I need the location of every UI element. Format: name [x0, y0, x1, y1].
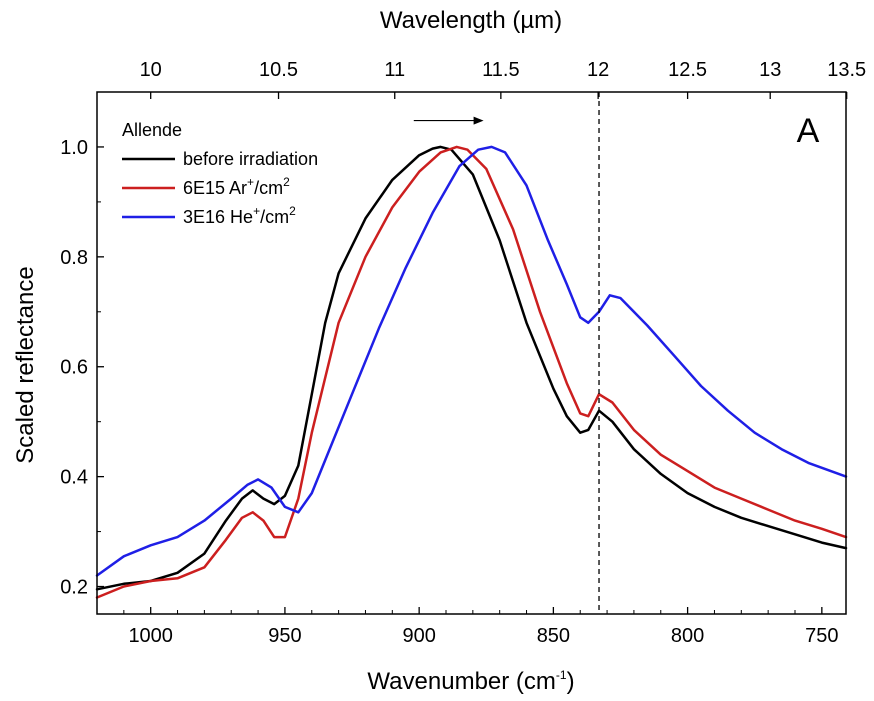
panel-label: A [797, 112, 820, 150]
y-axis-title: Scaled reflectance [12, 266, 39, 463]
top-tick-label: 10 [140, 59, 162, 81]
series-line-2 [95, 145, 848, 577]
legend-label-he: 3E16 He+/cm2 [183, 204, 296, 227]
top-tick-label: 11.5 [482, 59, 519, 81]
top-tick-label: 11 [384, 59, 405, 81]
top-tick-label: 10.5 [259, 59, 298, 81]
legend-label-ar: 6E15 Ar+/cm2 [183, 175, 290, 198]
legend-label-he-tail: /cm [260, 207, 289, 227]
x-axis-title-main: Wavenumber (cm [367, 668, 555, 695]
legend-label-ar-main: 6E15 Ar [183, 178, 247, 198]
legend-label-ar-sup2: 2 [283, 175, 290, 189]
x-tick-label: 900 [402, 625, 435, 647]
x-axis-title: Wavenumber (cm-1) [367, 668, 574, 695]
legend-label-he-main: 3E16 He [183, 207, 253, 227]
shift-arrow-head [473, 116, 484, 125]
top-tick-label: 12.5 [668, 59, 707, 81]
y-tick-label: 0.6 [60, 357, 88, 379]
x-tick-label: 850 [537, 625, 570, 647]
legend-label-ar-sup: + [247, 175, 254, 189]
legend-label-ar-tail: /cm [254, 178, 283, 198]
x-tick-label: 800 [671, 625, 704, 647]
legend-label-before: before irradiation [183, 149, 318, 169]
y-tick-label: 0.8 [60, 247, 88, 269]
y-tick-label: 1.0 [60, 137, 88, 159]
y-tick-label: 0.4 [60, 467, 88, 489]
top-axis-title: Wavelength (µm) [380, 7, 562, 34]
legend-label-he-sup2: 2 [289, 204, 296, 218]
legend-label-before-main: before irradiation [183, 149, 318, 169]
x-tick-label: 950 [268, 625, 301, 647]
y-tick-label: 0.2 [60, 577, 88, 599]
top-tick-label: 12 [587, 59, 609, 81]
top-tick-label: 13 [759, 59, 781, 81]
legend-label-he-sup: + [253, 204, 260, 218]
x-axis-title-tail: ) [567, 668, 575, 695]
legend-title: Allende [122, 120, 182, 140]
x-tick-label: 750 [805, 625, 838, 647]
x-axis-title-sup: -1 [556, 668, 567, 682]
top-tick-label: 13.5 [827, 59, 866, 81]
series-line-1 [95, 145, 848, 599]
legend: Allende before irradiation 6E15 Ar+/cm2 … [122, 120, 318, 227]
series-line-0 [95, 145, 848, 591]
x-tick-label: 1000 [128, 625, 173, 647]
plot-frame [96, 91, 847, 615]
